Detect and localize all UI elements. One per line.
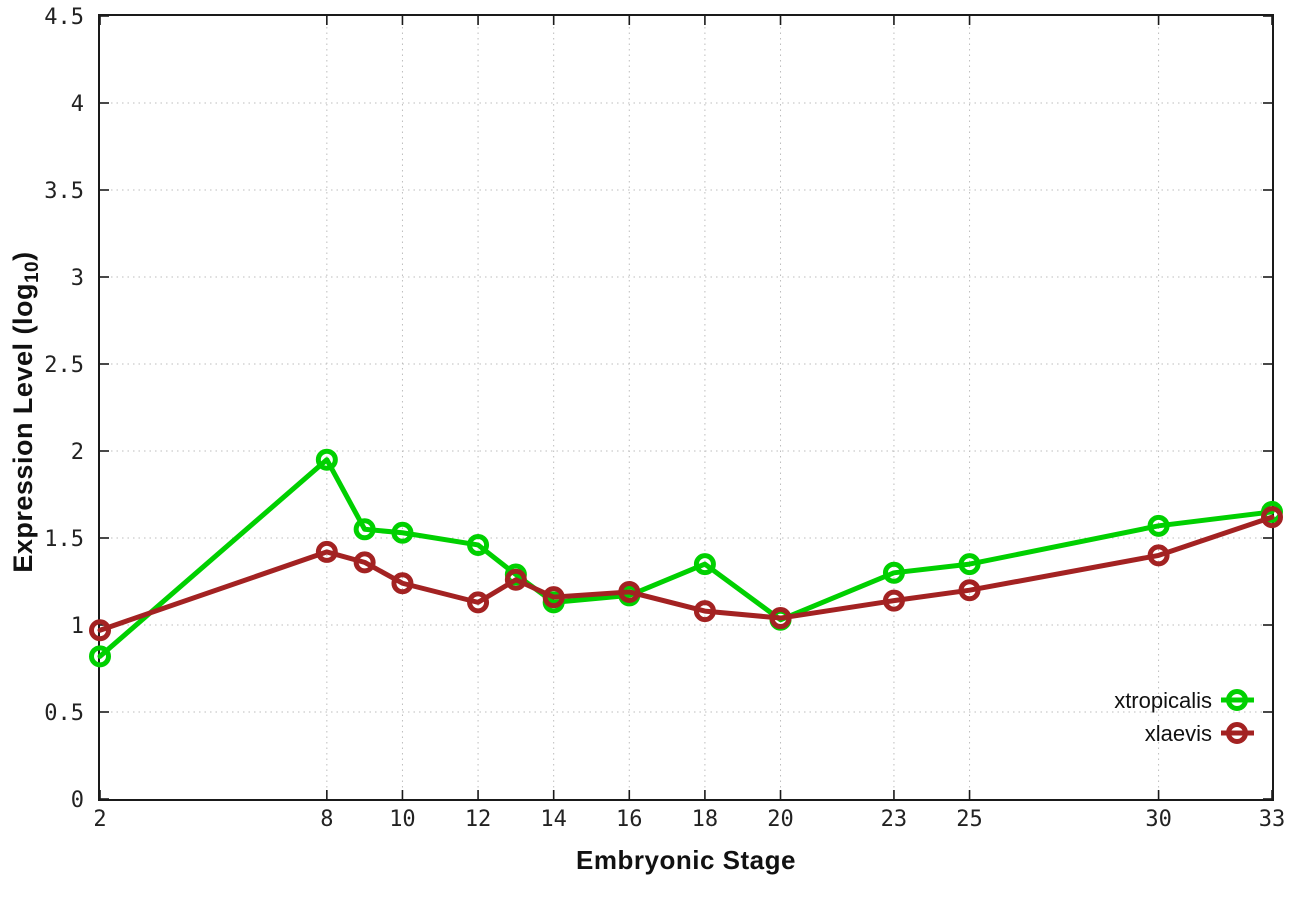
x-tick-label: 23: [881, 807, 908, 832]
legend-marker-xtropicalis: [1226, 689, 1248, 711]
data-point-xtropicalis: [391, 521, 414, 544]
data-point-xlaevis: [542, 586, 565, 609]
series-line-xtropicalis: [97, 457, 1275, 659]
y-axis-title: Expression Level (log10): [8, 12, 44, 812]
y-tick-label: 0.5: [44, 701, 84, 726]
y-tick-label: 2: [71, 440, 84, 465]
data-point-xtropicalis: [693, 553, 716, 576]
data-point-xlaevis: [467, 591, 490, 614]
x-tick-label: 10: [389, 807, 416, 832]
y-tick-label: 3.5: [44, 179, 84, 204]
data-point-xlaevis: [315, 540, 338, 563]
y-axis-title-prefix: Expression Level (log: [8, 283, 38, 573]
data-point-xtropicalis: [89, 645, 111, 668]
y-tick-label: 0: [71, 788, 84, 813]
x-tick-label: 14: [540, 807, 567, 832]
legend-label-xlaevis: xlaevis: [1145, 721, 1212, 746]
data-point-xlaevis: [882, 589, 905, 612]
data-point-xlaevis: [1261, 506, 1283, 529]
x-tick-label: 18: [692, 807, 719, 832]
data-point-xlaevis: [693, 600, 716, 623]
x-tick-label: 30: [1145, 807, 1172, 832]
data-point-xlaevis: [391, 572, 414, 595]
data-point-xtropicalis: [882, 561, 905, 584]
y-tick-label: 3: [71, 266, 84, 291]
x-axis-title: Embryonic Stage: [576, 845, 796, 875]
y-axis-title-suffix: ): [8, 251, 38, 261]
legend-label-xtropicalis: xtropicalis: [1114, 688, 1212, 713]
y-tick-label: 1: [71, 614, 84, 639]
y-tick-label: 1.5: [44, 527, 84, 552]
y-tick-label: 2.5: [44, 353, 84, 378]
data-point-xtropicalis: [1147, 514, 1170, 537]
data-point-xtropicalis: [467, 533, 490, 556]
data-point-xlaevis: [89, 619, 111, 642]
data-point-xlaevis: [958, 579, 981, 602]
x-tick-label: 16: [616, 807, 643, 832]
data-point-xlaevis: [769, 607, 792, 630]
x-tick-label: 2: [93, 807, 106, 832]
data-point-xlaevis: [504, 568, 527, 591]
x-tick-label: 12: [465, 807, 492, 832]
y-tick-label: 4: [71, 92, 84, 117]
y-axis-title-subscript: 10: [22, 260, 43, 284]
data-point-xlaevis: [1147, 544, 1170, 567]
x-tick-label: 33: [1259, 807, 1286, 832]
data-point-xtropicalis: [958, 553, 981, 576]
y-tick-label: 4.5: [44, 5, 84, 30]
data-point-xlaevis: [618, 580, 641, 603]
x-tick-label: 8: [320, 807, 333, 832]
data-point-xtropicalis: [315, 448, 338, 471]
x-tick-label: 25: [956, 807, 983, 832]
data-point-xtropicalis: [353, 518, 376, 541]
x-tick-label: 20: [767, 807, 794, 832]
data-point-xlaevis: [353, 551, 376, 574]
plot-border: [98, 14, 1274, 801]
legend-marker-xlaevis: [1226, 722, 1248, 744]
